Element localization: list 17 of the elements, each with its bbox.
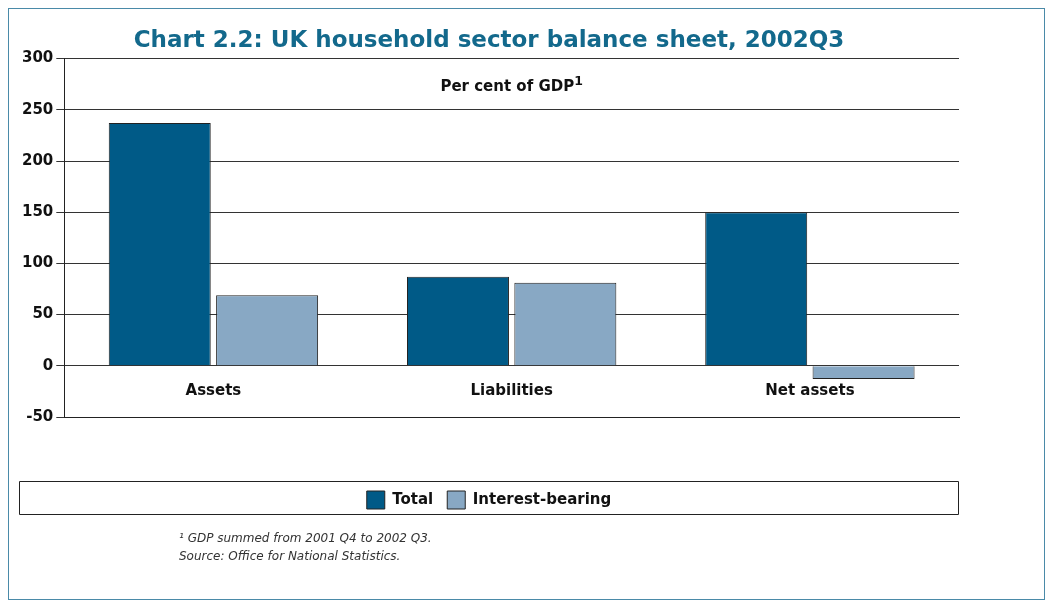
legend-label: Interest-bearing [472, 489, 612, 508]
x-tick-label: Assets [185, 380, 242, 399]
text: ¹ GDP summed from 2001 Q4 to 2002 Q3. [179, 530, 433, 547]
y-tick-label: -50 [26, 406, 54, 425]
y-tick-label: 200 [22, 150, 54, 169]
y-tick-label: 150 [22, 202, 54, 221]
y-tick-label: 300 [22, 48, 54, 67]
chart-title: Chart 2.2: UK household sector balance sheet, 2002Q3 [133, 25, 845, 52]
y-tick-label: 100 [22, 253, 54, 272]
x-tick-label: Net assets [765, 380, 855, 399]
legend-label: Total [392, 489, 434, 508]
y-tick-label: 250 [22, 99, 54, 118]
text: Per cent of GDP$^{1}$ [438, 72, 585, 95]
source-note: Source: Office for National Statistics. [179, 548, 402, 565]
x-tick-label: Liabilities [470, 380, 553, 399]
y-tick-label: 50 [32, 304, 54, 323]
y-tick-label: 0 [42, 355, 54, 374]
